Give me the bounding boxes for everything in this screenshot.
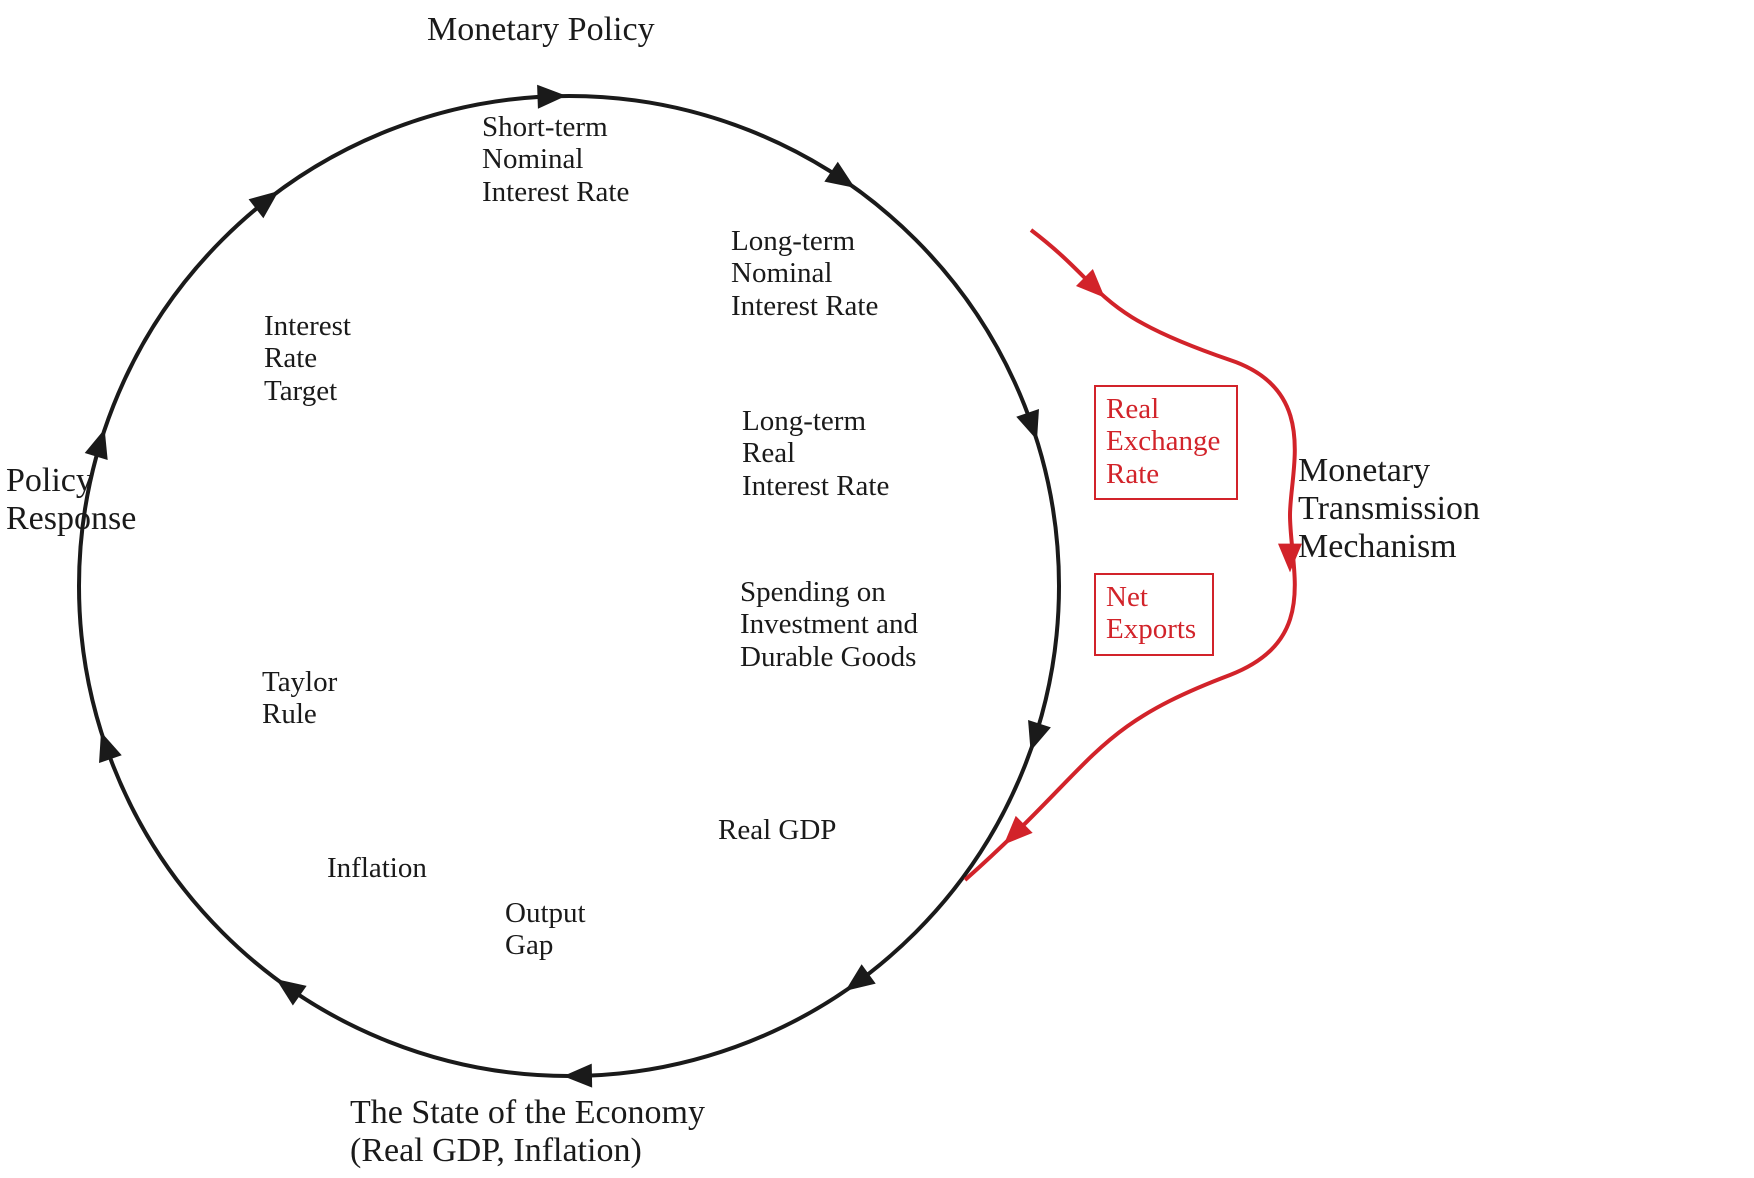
red-box-0: Real Exchange Rate [1094,385,1238,500]
inner-label-4: Spending on Investment and Durable Goods [740,576,918,673]
label-policy-response: Policy Response [6,462,136,538]
inner-label-0: Short-term Nominal Interest Rate [482,111,629,208]
inner-label-8: Output Gap [505,897,586,962]
red-path-arrowheads [1004,269,1302,845]
label-monetary-policy: Monetary Policy [427,11,655,49]
inner-label-1: Long-term Nominal Interest Rate [731,225,878,322]
label-transmission-mechanism: Monetary Transmission Mechanism [1298,452,1480,566]
inner-label-2: Interest Rate Target [264,310,351,407]
inner-label-3: Long-term Real Interest Rate [742,405,889,502]
exchange-rate-path [965,230,1295,880]
inner-label-5: Taylor Rule [262,666,337,731]
label-state-of-economy: The State of the Economy (Real GDP, Infl… [350,1094,705,1170]
inner-label-6: Real GDP [718,814,836,846]
red-box-1: Net Exports [1094,573,1214,656]
inner-label-7: Inflation [327,852,427,884]
